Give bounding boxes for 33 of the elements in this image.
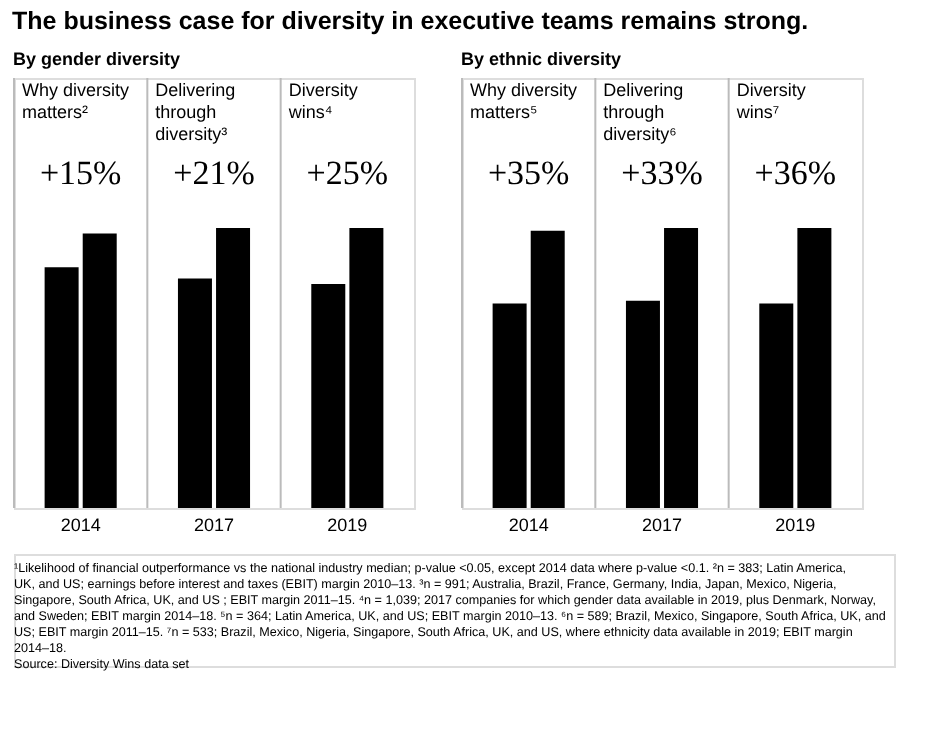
x-tick-label: 2019: [327, 515, 368, 535]
text: Delivering through diversity⁶: [603, 80, 684, 144]
text: +36%: [754, 154, 837, 192]
text: Why diversity matters²: [22, 80, 131, 122]
chart-subtitle: By gender diversity: [13, 49, 181, 69]
text: +35%: [487, 154, 570, 192]
text: +33%: [621, 154, 703, 192]
text: +21%: [173, 154, 255, 192]
text: +25%: [306, 154, 389, 192]
bar: [44, 267, 79, 508]
text: Delivering through diversity³: [155, 80, 236, 144]
bar: [349, 228, 384, 508]
x-tick-label: 2017: [641, 515, 683, 535]
bar: [82, 233, 117, 508]
bar: [492, 303, 527, 508]
text: Diversity wins⁴: [286, 80, 359, 122]
bar: [216, 228, 251, 508]
bar: [664, 228, 699, 508]
text: Diversity wins⁷: [734, 80, 807, 122]
bar: [530, 230, 565, 508]
bar: [311, 284, 346, 508]
chart-subtitle: By ethnic diversity: [461, 49, 622, 69]
x-tick-label: 2017: [193, 515, 235, 535]
text: Why diversity matters⁵: [470, 80, 579, 122]
chart-title: The business case for diversity in executive teams remains strong.: [12, 7, 809, 35]
bar: [177, 278, 212, 508]
x-tick-label: 2014: [60, 515, 101, 535]
bar: [759, 303, 794, 508]
bar: [797, 228, 832, 508]
text: +15%: [39, 154, 122, 192]
bar: [625, 300, 660, 508]
x-tick-label: 2019: [775, 515, 816, 535]
x-tick-label: 2014: [508, 515, 549, 535]
